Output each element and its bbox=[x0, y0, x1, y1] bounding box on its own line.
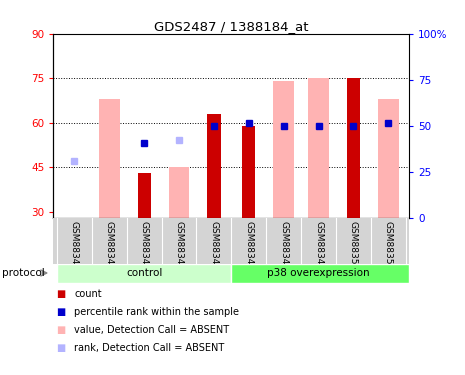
Title: GDS2487 / 1388184_at: GDS2487 / 1388184_at bbox=[154, 20, 309, 33]
Text: percentile rank within the sample: percentile rank within the sample bbox=[74, 308, 239, 317]
Bar bbox=[273, 81, 294, 218]
Text: count: count bbox=[74, 290, 102, 299]
Bar bbox=[138, 173, 151, 217]
Bar bbox=[232, 264, 409, 283]
Bar bbox=[242, 126, 255, 218]
Text: GSM88341: GSM88341 bbox=[70, 221, 79, 270]
Bar bbox=[347, 78, 360, 218]
Bar bbox=[308, 78, 329, 218]
Text: control: control bbox=[126, 268, 162, 278]
Text: GSM88349: GSM88349 bbox=[314, 221, 323, 270]
Bar bbox=[99, 99, 120, 218]
Bar bbox=[57, 264, 232, 283]
Text: GSM88344: GSM88344 bbox=[174, 221, 184, 270]
Text: GSM88348: GSM88348 bbox=[279, 221, 288, 270]
Text: GSM88352: GSM88352 bbox=[384, 221, 393, 270]
Text: protocol: protocol bbox=[2, 268, 45, 278]
Bar bbox=[207, 114, 220, 218]
Bar bbox=[378, 99, 399, 218]
Bar bbox=[168, 167, 189, 217]
Text: ■: ■ bbox=[56, 344, 65, 353]
Text: ■: ■ bbox=[56, 326, 65, 335]
Text: rank, Detection Call = ABSENT: rank, Detection Call = ABSENT bbox=[74, 344, 225, 353]
Text: ■: ■ bbox=[56, 290, 65, 299]
Text: value, Detection Call = ABSENT: value, Detection Call = ABSENT bbox=[74, 326, 230, 335]
Text: GSM88350: GSM88350 bbox=[349, 221, 358, 270]
Text: GSM88346: GSM88346 bbox=[244, 221, 253, 270]
Text: p38 overexpression: p38 overexpression bbox=[267, 268, 370, 278]
Text: GSM88342: GSM88342 bbox=[105, 221, 114, 270]
Text: GSM88343: GSM88343 bbox=[140, 221, 149, 270]
Text: GSM88345: GSM88345 bbox=[209, 221, 219, 270]
Text: ■: ■ bbox=[56, 308, 65, 317]
